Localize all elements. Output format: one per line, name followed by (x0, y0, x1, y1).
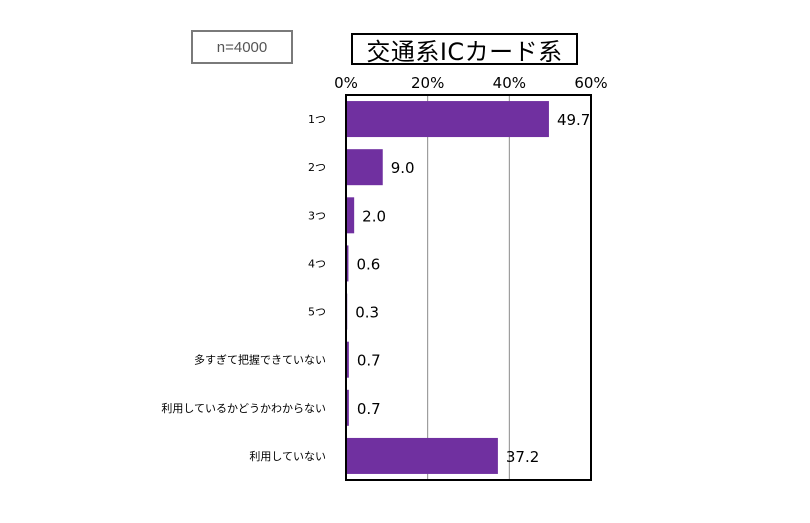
value-label: 0.3 (355, 304, 379, 322)
category-labels: 1つ 2つ 3つ 4つ 5つ多すぎて把握できていない利用しているかどうかわからない利用し… (161, 113, 326, 463)
bar (346, 197, 355, 234)
x-tick-labels: 0% 20% 40% 60% (334, 74, 608, 92)
value-label: 0.7 (357, 352, 381, 370)
value-label: 37.2 (506, 448, 539, 466)
bar (346, 341, 349, 378)
plot-frame (345, 94, 592, 481)
bar (346, 437, 498, 474)
bar (346, 389, 349, 426)
sample-size-label: n=4000 (216, 38, 268, 56)
value-label: 9.0 (391, 159, 415, 177)
sample-size-box: n=4000 (191, 30, 293, 64)
category-label: 1つ (308, 113, 326, 126)
value-labels: 49.7 9.0 2.0 0.6 0.3 0.7 0.7 37.2 (355, 111, 590, 466)
category-label: 4つ (308, 257, 326, 270)
value-label: 2.0 (362, 207, 386, 225)
category-label: 利用していない (249, 450, 326, 463)
x-tick-label: 40% (493, 74, 526, 92)
bar (346, 149, 383, 186)
chart-title: 交通系ICカード系 (366, 37, 563, 66)
category-label: 多すぎて把握できていない (194, 353, 326, 367)
x-tick-label: 20% (411, 74, 444, 92)
value-label: 0.7 (357, 400, 381, 418)
category-label: 利用しているかどうかわからない (161, 402, 326, 415)
gridlines (427, 95, 510, 480)
bars (346, 101, 549, 474)
x-tick-label: 60% (574, 74, 607, 92)
category-label: 5つ (308, 306, 326, 319)
bar (346, 245, 349, 282)
value-label: 0.6 (356, 255, 380, 273)
chart-title-box: 交通系ICカード系 (351, 33, 578, 66)
value-label: 49.7 (557, 111, 590, 129)
category-label: 2つ (308, 161, 326, 174)
category-label: 3つ (308, 209, 326, 222)
bar (346, 101, 549, 138)
x-tick-label: 0% (334, 74, 358, 92)
